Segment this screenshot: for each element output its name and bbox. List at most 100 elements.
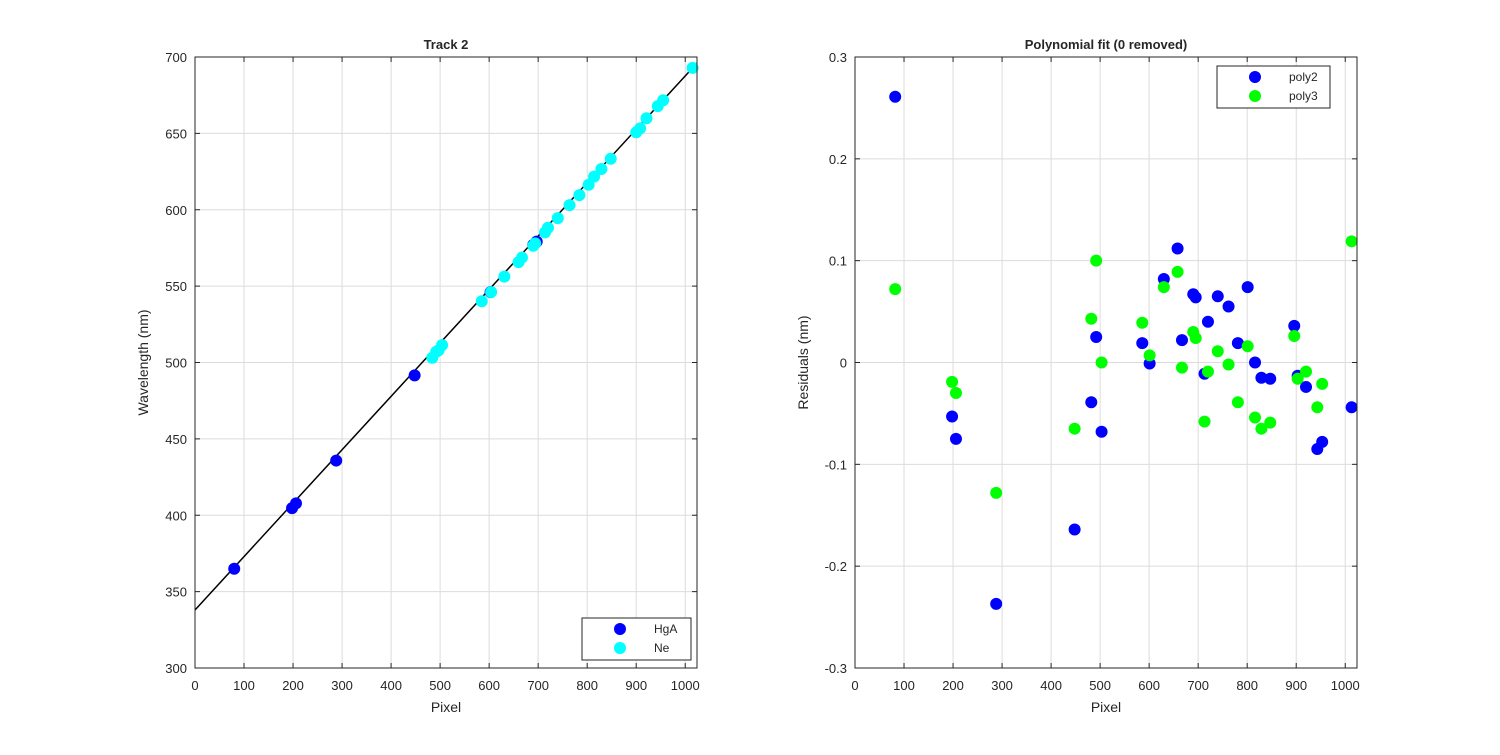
data-point-poly3 bbox=[1085, 312, 1098, 325]
data-point-hga bbox=[408, 369, 421, 382]
data-point-ne bbox=[604, 152, 617, 165]
x-tick-label: 700 bbox=[1187, 678, 1209, 693]
legend: HgA Ne bbox=[581, 617, 692, 661]
legend-marker-ne bbox=[614, 642, 626, 654]
x-tick-label: 800 bbox=[1236, 678, 1258, 693]
data-point-poly3 bbox=[1143, 349, 1156, 362]
data-point-poly3 bbox=[1345, 235, 1358, 248]
y-tick-label: 450 bbox=[165, 432, 187, 447]
data-point-poly3 bbox=[1175, 361, 1188, 374]
x-tick-label: 1000 bbox=[1331, 678, 1360, 693]
data-point-poly2 bbox=[1316, 435, 1329, 448]
y-tick-label: 0.2 bbox=[829, 152, 847, 167]
wavelength-calibration-panel: 0 100 200 300 400 500 600 700 800 900 1000 300 350 40… bbox=[135, 37, 700, 715]
x-tick-label: 500 bbox=[429, 678, 451, 693]
data-point-poly2 bbox=[1222, 300, 1235, 313]
data-point-poly3 bbox=[889, 283, 902, 296]
data-point-ne bbox=[541, 221, 554, 234]
data-point-poly3 bbox=[1300, 365, 1313, 378]
x-tick-label: 100 bbox=[233, 678, 255, 693]
data-point-poly3 bbox=[1090, 254, 1103, 267]
x-tick-label: 400 bbox=[380, 678, 402, 693]
x-tick-label: 300 bbox=[331, 678, 353, 693]
data-point-ne bbox=[573, 189, 586, 202]
x-tick-label: 300 bbox=[991, 678, 1013, 693]
data-point-poly3 bbox=[990, 486, 1003, 499]
legend: poly2 poly3 bbox=[1216, 65, 1331, 109]
data-point-poly3 bbox=[1068, 422, 1081, 435]
data-point-poly3 bbox=[1222, 358, 1235, 371]
y-tick-label: 400 bbox=[165, 508, 187, 523]
data-point-poly3 bbox=[1201, 365, 1214, 378]
legend-marker-poly2 bbox=[1249, 71, 1261, 83]
chart-title: Polynomial fit (0 removed) bbox=[1025, 37, 1188, 52]
data-point-ne bbox=[515, 251, 528, 264]
residuals-panel: 0 100 200 300 400 500 600 700 800 900 1000 -0.3 -0.2… bbox=[795, 37, 1360, 715]
data-point-poly2 bbox=[1175, 334, 1188, 347]
y-tick-label: 550 bbox=[165, 279, 187, 294]
data-point-poly3 bbox=[946, 375, 959, 388]
data-point-poly2 bbox=[1189, 291, 1202, 304]
legend-label-poly2: poly2 bbox=[1289, 70, 1318, 84]
x-tick-label: 0 bbox=[191, 678, 198, 693]
data-point-ne bbox=[498, 270, 511, 283]
y-tick-label: -0.2 bbox=[825, 559, 847, 574]
data-point-poly3 bbox=[1095, 356, 1108, 369]
data-point-ne bbox=[436, 339, 449, 352]
legend-box bbox=[581, 617, 692, 661]
series-poly3 bbox=[889, 235, 1358, 499]
x-tick-label: 1000 bbox=[671, 678, 700, 693]
axes-box bbox=[854, 56, 1358, 669]
data-point-ne bbox=[640, 112, 653, 125]
data-point-poly2 bbox=[946, 410, 959, 423]
data-point-poly2 bbox=[1300, 380, 1313, 393]
y-tick-label: 650 bbox=[165, 126, 187, 141]
data-point-poly3 bbox=[949, 387, 962, 400]
data-point-poly3 bbox=[1255, 422, 1268, 435]
x-tick-label: 900 bbox=[625, 678, 647, 693]
data-point-poly2 bbox=[1255, 371, 1268, 384]
data-point-poly2 bbox=[1241, 281, 1254, 294]
y-tick-label: 0 bbox=[840, 356, 847, 371]
data-point-poly2 bbox=[1095, 425, 1108, 438]
data-point-poly2 bbox=[1288, 319, 1301, 332]
y-tick-label: 0.3 bbox=[829, 50, 847, 65]
legend-label-poly3: poly3 bbox=[1289, 89, 1318, 103]
x-tick-label: 600 bbox=[1138, 678, 1160, 693]
data-point-poly2 bbox=[1264, 372, 1277, 385]
data-point-poly3 bbox=[1241, 340, 1254, 353]
x-axis-label: Pixel bbox=[431, 699, 461, 715]
y-tick-label: 350 bbox=[165, 585, 187, 600]
data-point-poly2 bbox=[1201, 315, 1214, 328]
data-point-poly3 bbox=[1198, 415, 1211, 428]
y-tick-label: 300 bbox=[165, 661, 187, 676]
data-point-poly2 bbox=[1136, 337, 1149, 350]
data-point-poly3 bbox=[1311, 401, 1324, 414]
y-tick-label: 700 bbox=[165, 50, 187, 65]
legend-label-hga: HgA bbox=[654, 622, 677, 636]
data-point-poly2 bbox=[1171, 242, 1184, 255]
y-axis-label: Wavelength (nm) bbox=[135, 309, 151, 415]
data-point-poly3 bbox=[1288, 330, 1301, 343]
y-axis-label: Residuals (nm) bbox=[795, 315, 811, 409]
x-tick-label: 200 bbox=[942, 678, 964, 693]
data-point-ne bbox=[686, 61, 699, 74]
data-point-poly2 bbox=[1345, 401, 1358, 414]
data-point-ne bbox=[595, 162, 608, 175]
x-tick-label: 400 bbox=[1040, 678, 1062, 693]
y-tick-label: -0.1 bbox=[825, 457, 847, 472]
x-tick-label: 900 bbox=[1285, 678, 1307, 693]
data-point-poly2 bbox=[1249, 356, 1262, 369]
data-point-ne bbox=[657, 94, 670, 107]
data-point-hga bbox=[289, 497, 302, 510]
data-point-poly3 bbox=[1157, 281, 1170, 294]
x-tick-label: 500 bbox=[1089, 678, 1111, 693]
x-tick-label: 700 bbox=[527, 678, 549, 693]
data-point-poly3 bbox=[1136, 316, 1149, 329]
legend-marker-poly3 bbox=[1249, 90, 1261, 102]
chart-title: Track 2 bbox=[424, 37, 469, 52]
data-point-poly2 bbox=[990, 597, 1003, 610]
data-point-ne bbox=[563, 199, 576, 212]
data-point-poly3 bbox=[1171, 265, 1184, 278]
